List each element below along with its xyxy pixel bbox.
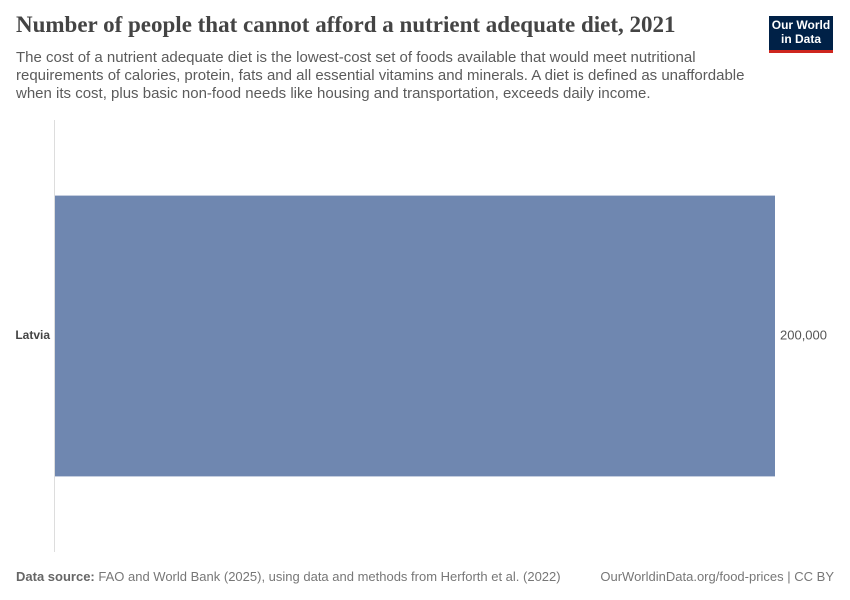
chart-subtitle: The cost of a nutrient adequate diet is … — [16, 49, 745, 102]
footer-source: Data source: FAO and World Bank (2025), … — [16, 569, 561, 584]
category-label: Latvia — [15, 328, 50, 342]
source-label: Data source: — [16, 569, 95, 584]
bar — [55, 195, 775, 477]
chart-title: Number of people that cannot afford a nu… — [16, 12, 676, 37]
value-label: 200,000 — [780, 327, 827, 342]
footer-credit[interactable]: OurWorldinData.org/food-prices | CC BY — [600, 569, 834, 584]
chart: Latvia 200,000 — [15, 120, 827, 552]
source: FAO and World Bank (2025), using data an… — [98, 569, 561, 584]
logo[interactable]: Our World in Data — [769, 16, 833, 53]
